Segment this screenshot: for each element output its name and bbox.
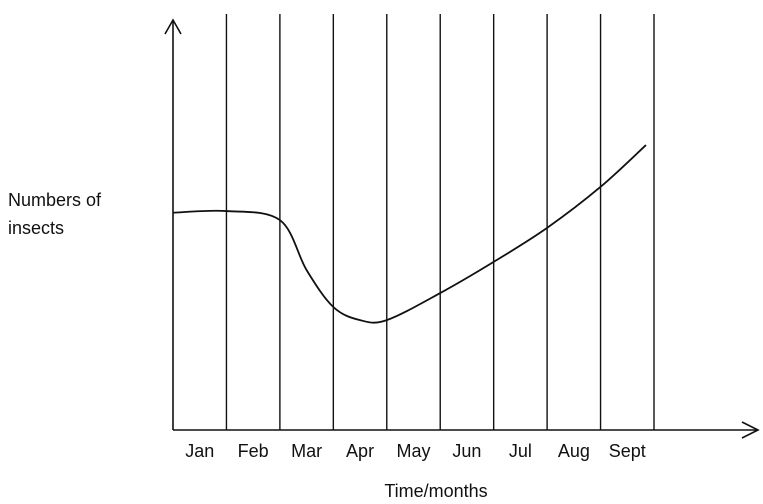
x-tick-label: Feb bbox=[238, 441, 269, 461]
axes bbox=[164, 18, 760, 439]
x-tick-label: Jun bbox=[452, 441, 481, 461]
x-tick-label: Sept bbox=[609, 441, 646, 461]
x-axis-label: Time/months bbox=[384, 481, 487, 501]
x-tick-label: Jan bbox=[185, 441, 214, 461]
y-axis-arrow bbox=[164, 18, 182, 35]
x-axis-arrow bbox=[741, 421, 760, 439]
x-tick-label: Aug bbox=[558, 441, 590, 461]
x-tick-label: Jul bbox=[509, 441, 532, 461]
x-tick-label: Mar bbox=[291, 441, 322, 461]
x-tick-label: May bbox=[396, 441, 430, 461]
data-line bbox=[172, 144, 647, 324]
x-tick-label: Apr bbox=[346, 441, 374, 461]
y-axis-label: Numbers of insects bbox=[8, 190, 102, 238]
